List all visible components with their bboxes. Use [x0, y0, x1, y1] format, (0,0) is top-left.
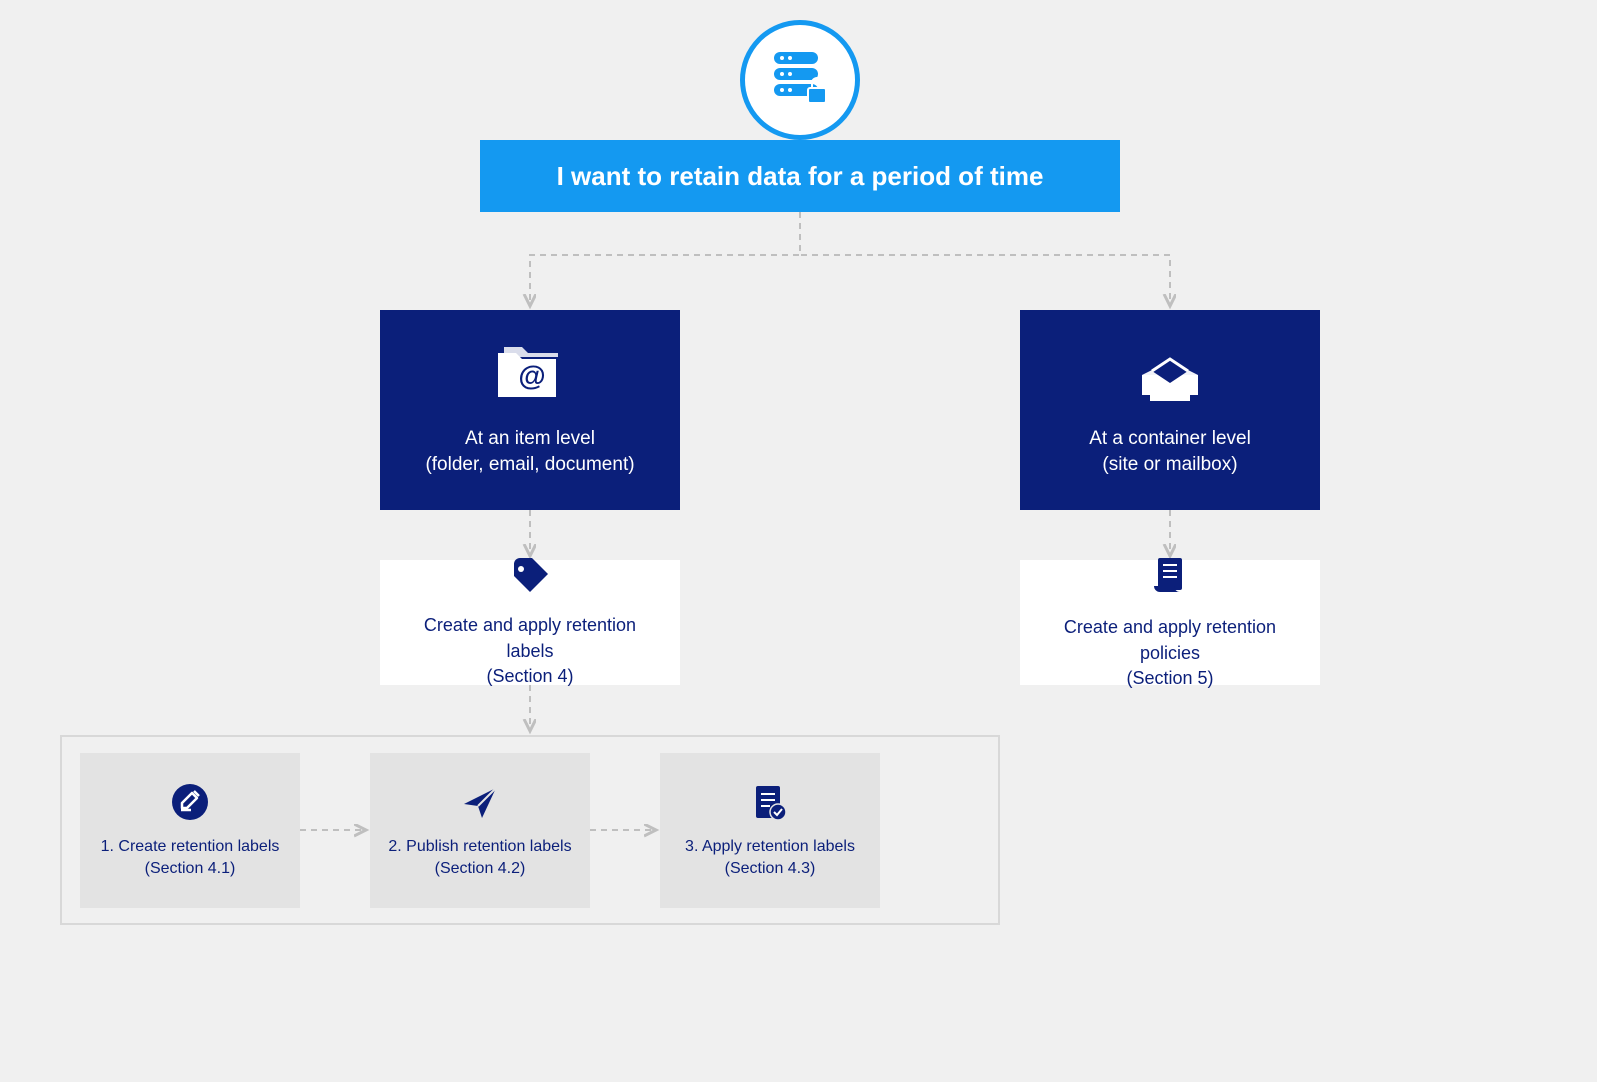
root-icon-circle	[740, 20, 860, 140]
inbox-mail-icon	[1132, 341, 1208, 414]
action-policies-subtitle: (Section 5)	[1126, 666, 1213, 691]
step-apply-labels: 3. Apply retention labels (Section 4.3)	[660, 753, 880, 908]
step-3-subtitle: (Section 4.3)	[725, 858, 816, 880]
action-retention-labels: Create and apply retention labels (Secti…	[380, 560, 680, 685]
paper-plane-icon	[460, 782, 500, 829]
branch-item-title: At an item level	[465, 426, 595, 453]
step-1-title: 1. Create retention labels	[101, 836, 280, 858]
server-lock-icon	[768, 46, 832, 115]
tag-icon	[508, 556, 552, 603]
root-title: I want to retain data for a period of ti…	[557, 161, 1044, 192]
branch-container-level: At a container level (site or mailbox)	[1020, 310, 1320, 510]
branch-container-title: At a container level	[1089, 426, 1251, 453]
branch-container-subtitle: (site or mailbox)	[1102, 452, 1237, 479]
edit-circle-icon	[170, 782, 210, 829]
action-labels-subtitle: (Section 4)	[486, 664, 573, 689]
branch-item-subtitle: (folder, email, document)	[425, 452, 634, 479]
step-1-subtitle: (Section 4.1)	[145, 858, 236, 880]
step-create-labels: 1. Create retention labels (Section 4.1)	[80, 753, 300, 908]
action-labels-title: Create and apply retention labels	[398, 613, 662, 663]
svg-text:@: @	[518, 360, 545, 391]
action-policies-title: Create and apply retention policies	[1038, 615, 1302, 665]
list-check-icon	[750, 782, 790, 829]
step-publish-labels: 2. Publish retention labels (Section 4.2…	[370, 753, 590, 908]
branch-item-level: @ At an item level (folder, email, docum…	[380, 310, 680, 510]
step-2-title: 2. Publish retention labels	[388, 836, 571, 858]
action-retention-policies: Create and apply retention policies (Sec…	[1020, 560, 1320, 685]
step-3-title: 3. Apply retention labels	[685, 836, 855, 858]
root-banner: I want to retain data for a period of ti…	[480, 140, 1120, 212]
folder-at-icon: @	[492, 341, 568, 414]
step-2-subtitle: (Section 4.2)	[435, 858, 526, 880]
scroll-icon	[1148, 554, 1192, 605]
